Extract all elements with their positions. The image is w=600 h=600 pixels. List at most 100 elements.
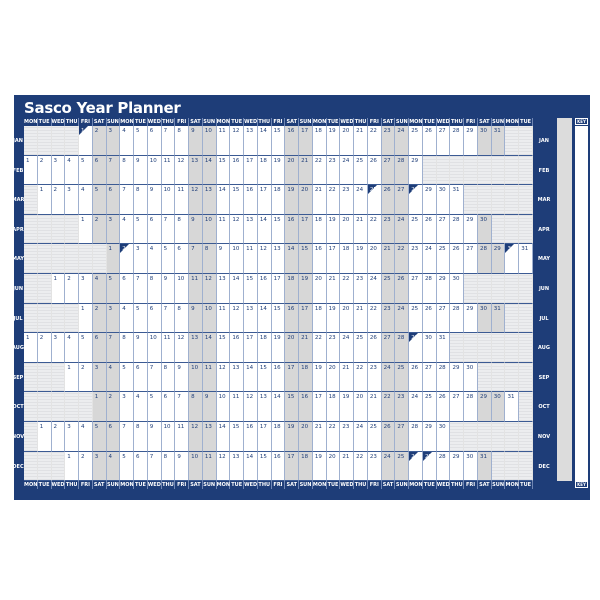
day-cell[interactable]: 25 <box>395 451 410 482</box>
day-cell[interactable]: 8 <box>120 155 135 186</box>
day-cell[interactable]: 26 <box>409 362 423 393</box>
day-cell[interactable]: 11 <box>216 303 231 334</box>
day-cell[interactable]: 24 <box>381 362 396 393</box>
day-cell[interactable]: 3 <box>51 333 66 363</box>
day-cell[interactable]: 6 <box>175 244 190 274</box>
day-cell[interactable]: 13 <box>230 362 245 393</box>
day-cell[interactable]: 19 <box>271 333 286 363</box>
day-cell[interactable]: 28 <box>450 303 465 334</box>
day-cell[interactable]: 21 <box>312 185 327 215</box>
day-cell[interactable]: 29 <box>409 155 423 186</box>
day-cell[interactable]: 1 <box>65 451 80 482</box>
day-cell[interactable]: 31 <box>519 244 533 274</box>
day-cell[interactable]: 13 <box>244 303 258 334</box>
day-cell[interactable]: 9 <box>147 185 162 215</box>
day-cell[interactable]: 26 <box>409 451 423 482</box>
day-cell[interactable]: 15 <box>285 392 300 422</box>
day-cell[interactable]: 21 <box>381 244 396 274</box>
day-cell[interactable]: 9 <box>147 422 162 452</box>
day-cell[interactable]: 7 <box>161 303 176 334</box>
day-cell[interactable]: 27 <box>395 422 410 452</box>
day-cell[interactable]: 16 <box>271 362 286 393</box>
day-cell[interactable]: 17 <box>285 451 300 482</box>
day-cell[interactable]: 13 <box>189 333 203 363</box>
day-cell[interactable]: 1 <box>65 362 80 393</box>
day-cell[interactable]: 24 <box>409 392 423 422</box>
day-cell[interactable]: 10 <box>161 185 176 215</box>
day-cell[interactable]: 25 <box>409 214 423 245</box>
day-cell[interactable]: 15 <box>299 244 313 274</box>
day-cell[interactable]: 6 <box>147 303 162 334</box>
day-cell[interactable]: 5 <box>92 185 107 215</box>
day-cell[interactable]: 31 <box>491 126 506 156</box>
day-cell[interactable]: 27 <box>450 392 465 422</box>
day-cell[interactable]: 21 <box>299 333 313 363</box>
day-cell[interactable]: 1 <box>51 274 66 304</box>
day-cell[interactable]: 22 <box>340 274 355 304</box>
day-cell[interactable]: 23 <box>381 214 396 245</box>
day-cell[interactable]: 4 <box>65 155 80 186</box>
day-cell[interactable]: 12 <box>230 126 245 156</box>
day-cell[interactable]: 17 <box>312 392 327 422</box>
day-cell[interactable]: 27 <box>436 303 451 334</box>
day-cell[interactable]: 8 <box>134 422 148 452</box>
day-cell[interactable]: 2 <box>79 451 93 482</box>
day-cell[interactable]: 12 <box>230 303 245 334</box>
day-cell[interactable]: 24 <box>367 274 382 304</box>
day-cell[interactable]: 5 <box>134 214 148 245</box>
day-cell[interactable]: 20 <box>340 126 355 156</box>
day-cell[interactable]: 11 <box>244 244 258 274</box>
day-cell[interactable]: 3 <box>134 244 148 274</box>
day-cell[interactable]: 11 <box>216 126 231 156</box>
day-cell[interactable]: 18 <box>340 244 355 274</box>
day-cell[interactable]: 24 <box>381 451 396 482</box>
day-cell[interactable]: 23 <box>381 126 396 156</box>
day-cell[interactable]: 29 <box>422 422 437 452</box>
day-cell[interactable]: 1 <box>106 244 121 274</box>
day-cell[interactable]: 29 <box>464 303 478 334</box>
day-cell[interactable]: 15 <box>257 362 272 393</box>
day-cell[interactable]: 5 <box>134 303 148 334</box>
day-cell[interactable]: 20 <box>285 155 300 186</box>
day-cell[interactable]: 15 <box>244 274 258 304</box>
day-cell[interactable]: 21 <box>340 451 355 482</box>
day-cell[interactable]: 14 <box>257 126 272 156</box>
day-cell[interactable]: 13 <box>230 451 245 482</box>
day-cell[interactable]: 2 <box>51 185 66 215</box>
day-cell[interactable]: 5 <box>120 451 135 482</box>
day-cell[interactable]: 1 <box>24 155 38 186</box>
day-cell[interactable]: 16 <box>230 333 245 363</box>
day-cell[interactable]: 13 <box>189 155 203 186</box>
day-cell[interactable]: 2 <box>51 422 66 452</box>
day-cell[interactable]: 25 <box>354 155 368 186</box>
day-cell[interactable]: 12 <box>202 274 217 304</box>
day-cell[interactable]: 13 <box>202 185 217 215</box>
day-cell[interactable]: 6 <box>92 333 107 363</box>
day-cell[interactable]: 16 <box>285 214 300 245</box>
day-cell[interactable]: 17 <box>257 422 272 452</box>
day-cell[interactable]: 20 <box>367 244 382 274</box>
day-cell[interactable]: 3 <box>79 274 93 304</box>
day-cell[interactable]: 31 <box>505 392 520 422</box>
day-cell[interactable]: 11 <box>175 422 190 452</box>
day-cell[interactable]: 10 <box>161 422 176 452</box>
day-cell[interactable]: 17 <box>326 244 341 274</box>
day-cell[interactable]: 3 <box>65 185 80 215</box>
day-cell[interactable]: 20 <box>312 274 327 304</box>
day-cell[interactable]: 29 <box>464 126 478 156</box>
day-cell[interactable]: 2 <box>79 362 93 393</box>
day-cell[interactable]: 21 <box>326 274 341 304</box>
day-cell[interactable]: 28 <box>395 155 410 186</box>
day-cell[interactable]: 1 <box>24 333 38 363</box>
day-cell[interactable]: 9 <box>216 244 231 274</box>
day-cell[interactable]: 14 <box>271 392 286 422</box>
day-cell[interactable]: 29 <box>422 185 437 215</box>
day-cell[interactable]: 6 <box>134 451 148 482</box>
day-cell[interactable]: 16 <box>285 126 300 156</box>
day-cell[interactable]: 7 <box>120 185 135 215</box>
day-cell[interactable]: 16 <box>271 451 286 482</box>
day-cell[interactable]: 26 <box>381 422 396 452</box>
day-cell[interactable]: 10 <box>189 451 203 482</box>
day-cell[interactable]: 20 <box>354 392 368 422</box>
day-cell[interactable]: 16 <box>244 185 258 215</box>
